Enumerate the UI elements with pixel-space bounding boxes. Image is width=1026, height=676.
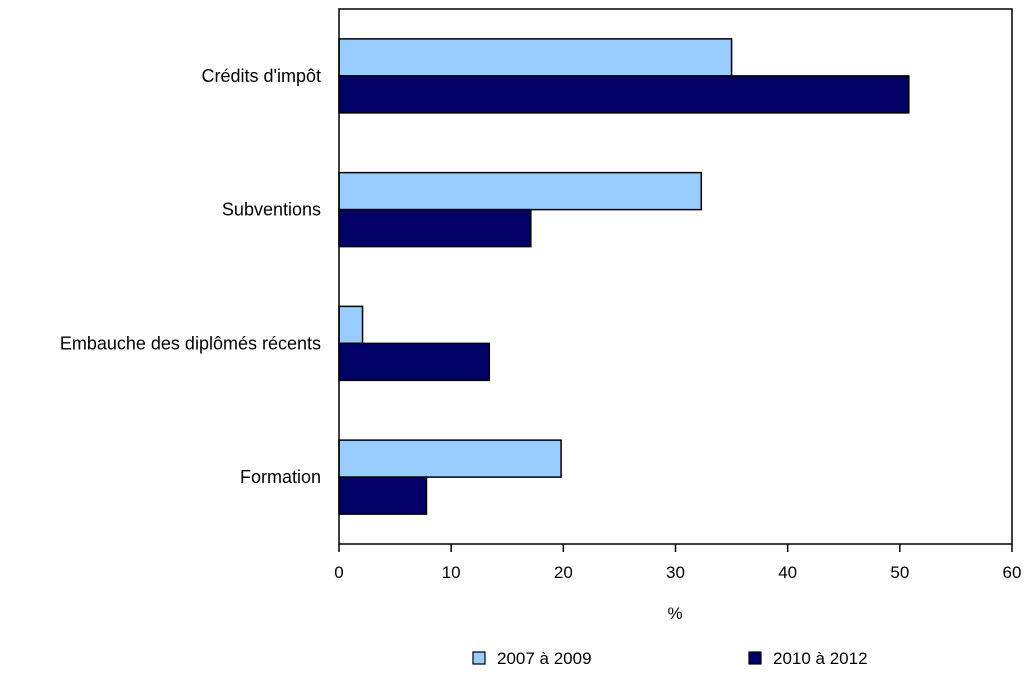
bar-1-2 bbox=[338, 171, 703, 211]
bar-2-2 bbox=[338, 208, 532, 248]
x-tick-label: 60 bbox=[1003, 563, 1022, 582]
legend-swatch-2 bbox=[748, 651, 762, 665]
x-tick-label: 50 bbox=[890, 563, 909, 582]
bars-group bbox=[338, 38, 910, 515]
x-tick-label: 30 bbox=[666, 563, 685, 582]
category-label: Crédits d'impôt bbox=[202, 66, 321, 86]
legend-swatch-1 bbox=[472, 651, 486, 665]
legend: 2007 à 2009 2010 à 2012 bbox=[472, 649, 868, 668]
category-label: Formation bbox=[240, 467, 321, 487]
x-tick-label: 20 bbox=[554, 563, 573, 582]
bar-1-1 bbox=[338, 38, 733, 77]
category-label: Embauche des diplômés récents bbox=[60, 333, 321, 353]
x-tick-label: 10 bbox=[442, 563, 461, 582]
x-tick-label: 0 bbox=[334, 563, 343, 582]
bar-1-3 bbox=[338, 305, 364, 345]
x-axis-label: % bbox=[667, 604, 682, 623]
category-labels: Crédits d'impôt Subventions Embauche des d… bbox=[60, 66, 321, 487]
bar-2-1 bbox=[338, 75, 910, 114]
x-tick-label: 40 bbox=[778, 563, 797, 582]
category-label: Subventions bbox=[222, 200, 321, 220]
bar-2-4 bbox=[338, 476, 428, 515]
bar-1-4 bbox=[338, 439, 562, 478]
bar-2-3 bbox=[338, 342, 491, 382]
x-axis-ticks: 0 10 20 30 40 50 60 bbox=[334, 544, 1021, 582]
legend-label-1: 2007 à 2009 bbox=[497, 649, 592, 668]
legend-label-2: 2010 à 2012 bbox=[773, 649, 868, 668]
